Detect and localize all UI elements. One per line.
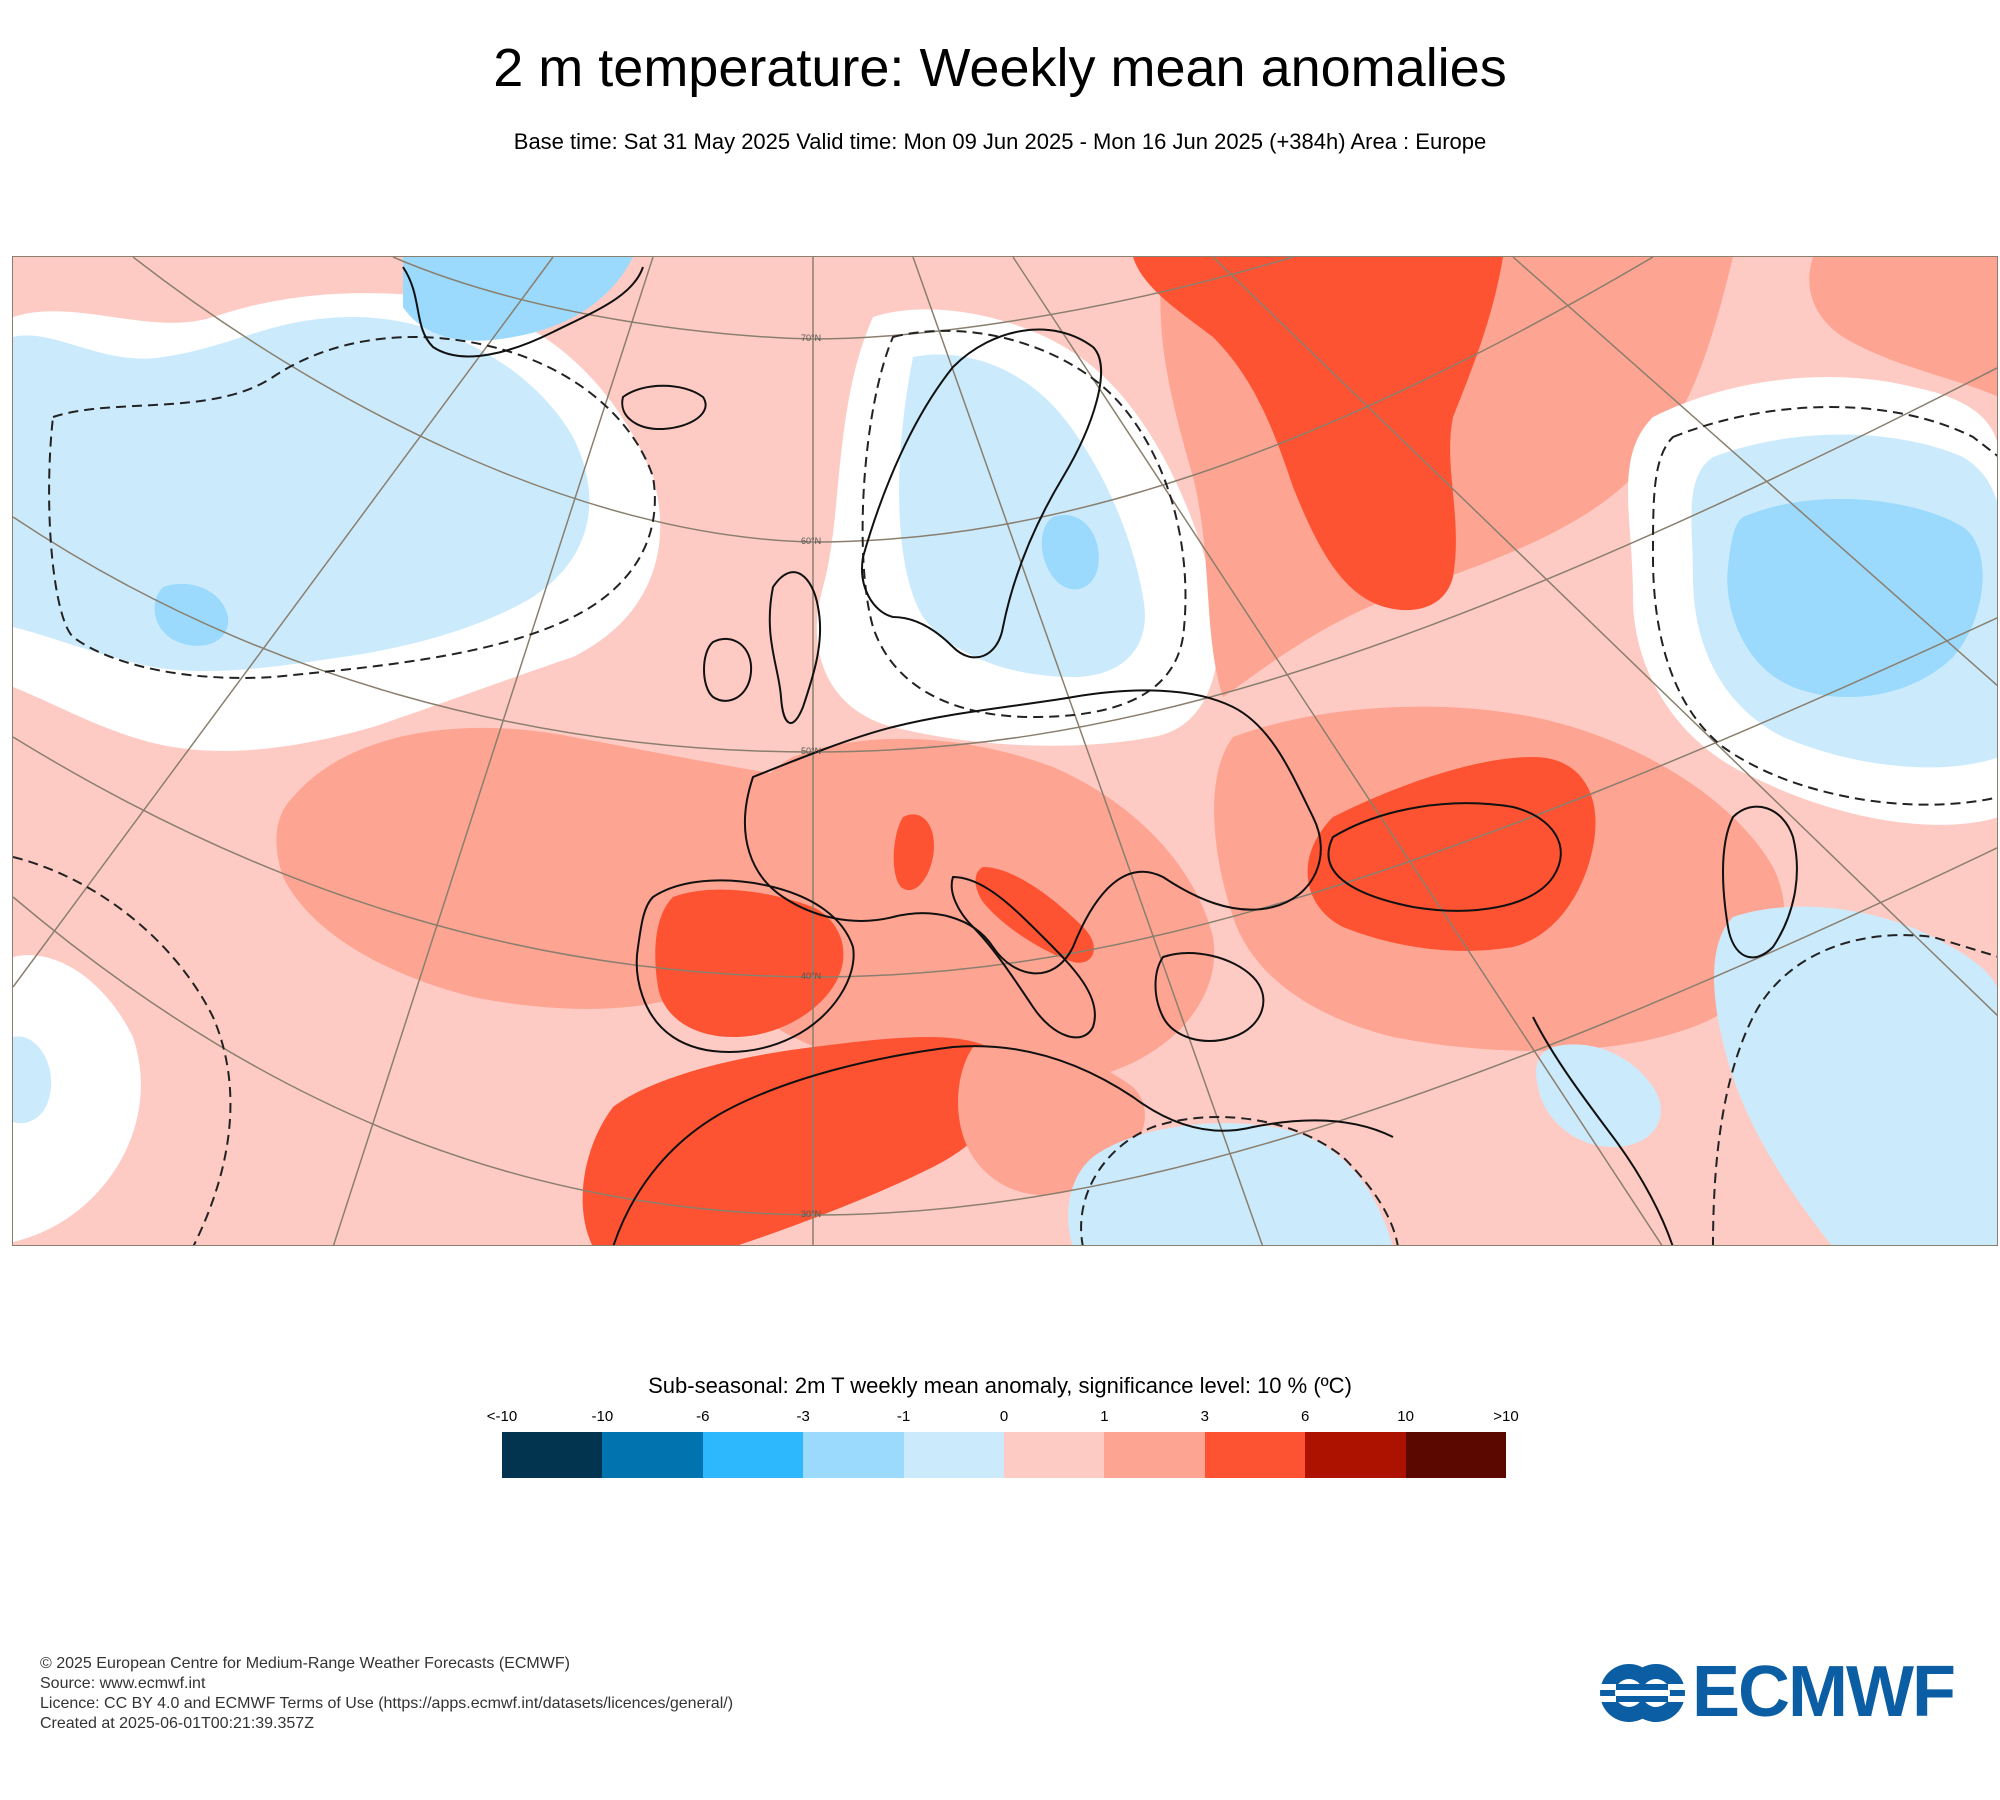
parallel-60n — [132, 257, 1654, 543]
legend-tick-label: 1 — [1100, 1408, 1109, 1425]
ireland-coastline — [703, 637, 753, 702]
latitude-labels: 70°N 60°N 50°N 40°N 30°N — [801, 333, 821, 1219]
source-line: Source: www.ecmwf.int — [40, 1675, 206, 1692]
legend-swatch-5 — [1004, 1432, 1105, 1478]
legend-tick-label: -6 — [696, 1408, 710, 1425]
meridian-10e — [912, 257, 1264, 1245]
meridian-20e — [1012, 257, 1663, 1245]
legend-tick-label: -1 — [896, 1408, 911, 1425]
atlantic-cool-patch — [154, 583, 229, 646]
black-sea-hot-zone — [1307, 757, 1596, 951]
sahara-cool-zone — [1068, 1123, 1393, 1245]
legend-swatch-8 — [1305, 1432, 1406, 1478]
legend-swatch-9 — [1405, 1432, 1507, 1478]
lat-label-50n: 50°N — [801, 746, 821, 756]
black-sea-coastline — [1327, 802, 1562, 912]
legend-tick-label: -10 — [591, 1408, 614, 1425]
map-title: 2 m temperature: Weekly mean anomalies — [493, 38, 1507, 98]
anomaly-map: 70°N 60°N 50°N 40°N 30°N — [12, 256, 1998, 1246]
significance-contours — [13, 329, 1997, 1245]
parallel-50n — [13, 367, 1997, 753]
greenland-coastline — [402, 266, 644, 358]
legend-tick-label: 3 — [1200, 1408, 1209, 1425]
meridian-10w — [332, 257, 654, 1245]
atlantic-south-significance-contour — [13, 856, 232, 1245]
baltic-cool-patch — [1041, 515, 1099, 590]
british-isles-coastline — [768, 571, 822, 724]
parallel-40n — [13, 617, 1997, 978]
central-asia-significance-contour — [1651, 406, 1997, 806]
ecmwf-logo-mark-icon — [1596, 1664, 1686, 1722]
legend-swatch-7 — [1204, 1432, 1306, 1478]
iceland-coastline — [621, 384, 707, 431]
scandinavia-cool-zone — [899, 354, 1145, 677]
legend-swatch-6 — [1104, 1432, 1205, 1478]
continental-europe-coastline — [744, 689, 1322, 975]
licence-line: Licence: CC BY 4.0 and ECMWF Terms of Us… — [40, 1695, 734, 1712]
legend-swatch-4 — [903, 1432, 1005, 1478]
lat-label-40n: 40°N — [801, 971, 821, 981]
atlantic-significance-contour — [48, 336, 656, 679]
ecmwf-logo-text: ECMWF — [1692, 1652, 1956, 1732]
legend-tick-label: <-10 — [486, 1408, 518, 1425]
west-atlantic-cool-patch — [13, 1036, 52, 1124]
legend-tick-label: -3 — [796, 1408, 810, 1425]
legend-swatch-0 — [502, 1432, 603, 1478]
legend-swatch-2 — [702, 1432, 804, 1478]
legend-tick-label: >10 — [1493, 1408, 1519, 1425]
italy-coastline — [950, 875, 1096, 1039]
legend-swatch-3 — [803, 1432, 904, 1478]
scandinavia-coastline — [861, 328, 1102, 659]
italy-hot-patch — [975, 867, 1094, 963]
iberia-hot-zone — [655, 889, 844, 1037]
legend-tick-label: 10 — [1397, 1408, 1414, 1425]
north-africa-hot-zone — [582, 1037, 1010, 1245]
scandinavia-significance-contour — [861, 329, 1187, 719]
lat-label-70n: 70°N — [801, 333, 821, 343]
legend-title: Sub-seasonal: 2m T weekly mean anomaly, … — [648, 1373, 1352, 1398]
alps-hot-patch — [893, 814, 934, 891]
footer-credits: © 2025 European Centre for Medium-Range … — [40, 1654, 733, 1734]
north-africa-coastline — [612, 1045, 1394, 1245]
central-asia-cold-core — [1727, 498, 1983, 697]
map-canvas: 70°N 60°N 50°N 40°N 30°N — [13, 257, 1997, 1245]
red-sea-coastline — [1532, 1016, 1674, 1245]
caspian-coastline — [1722, 805, 1798, 959]
caspian-cool-zone — [1714, 906, 1997, 1245]
ecmwf-logo: ECMWF — [1596, 1656, 1970, 1728]
meridian-30e — [1212, 257, 1997, 1017]
legend-colorbar — [502, 1432, 1507, 1478]
meridian-40e — [1512, 257, 1997, 687]
legend-tick-label: 6 — [1301, 1408, 1310, 1425]
mediterranean-warm-zone — [716, 738, 1215, 1085]
copyright-line: © 2025 European Centre for Medium-Range … — [40, 1655, 570, 1672]
created-line: Created at 2025-06-01T00:21:39.357Z — [40, 1715, 314, 1732]
parallel-30n — [13, 847, 1997, 1216]
meridian-20w — [13, 257, 554, 988]
legend-swatch-1 — [602, 1432, 703, 1478]
map-subtitle: Base time: Sat 31 May 2025 Valid time: M… — [513, 129, 1487, 154]
russia-hot-zone — [1133, 257, 1503, 611]
aegean-coastline — [1154, 952, 1265, 1042]
lat-label-60n: 60°N — [801, 536, 821, 546]
sahara-significance-contour — [1080, 1116, 1399, 1245]
coastlines — [402, 266, 1798, 1245]
graticule — [13, 257, 1997, 1245]
west-atlantic-neutral-zone — [13, 955, 141, 1242]
caspian-significance-contour — [1712, 934, 1997, 1245]
legend-ticks: <-10 -10 -6 -3 -1 0 1 3 6 10 >10 — [0, 1408, 2000, 1428]
legend-tick-label: 0 — [999, 1408, 1009, 1425]
iberia-coastline — [635, 879, 855, 1053]
far-east-warm-patch — [1809, 257, 1997, 397]
middle-east-cool-patch — [1536, 1044, 1661, 1147]
lat-label-30n: 30°N — [801, 1209, 821, 1219]
